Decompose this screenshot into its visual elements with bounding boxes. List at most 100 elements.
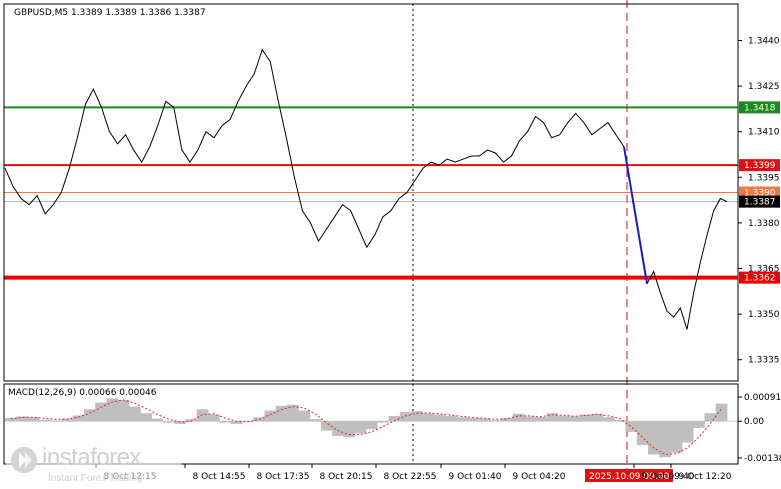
logo-mark-icon — [11, 447, 37, 473]
macd-bar — [523, 416, 536, 422]
y-tick-label: 1.3350 — [748, 310, 780, 320]
macd-bar — [377, 421, 389, 423]
macd-bar — [140, 413, 153, 422]
instaforex-logo: instaforex Instant Forex Trading — [6, 442, 181, 486]
y-tick-label: 1.3395 — [748, 173, 780, 183]
macd-bar — [219, 421, 232, 423]
macd-bar — [83, 409, 96, 422]
x-tick-label: 9 Oct 04:20 — [513, 472, 566, 482]
macd-bar — [535, 416, 547, 422]
macd-bar — [433, 414, 446, 422]
macd-bar — [264, 410, 277, 422]
macd-bar — [366, 421, 378, 430]
macd-bar — [569, 416, 581, 422]
macd-bar — [501, 418, 514, 422]
level-tag — [739, 186, 780, 199]
macd-frame — [3, 383, 739, 465]
macd-signal-line — [10, 399, 722, 456]
y-tick-label: 1.3380 — [748, 219, 780, 229]
x-tick-label: 9 Oct 01:40 — [449, 472, 502, 482]
logo-tagline: Instant Forex Trading — [48, 473, 143, 484]
macd-bar — [422, 413, 435, 422]
macd-bar — [490, 420, 502, 422]
macd-bar — [287, 404, 299, 422]
x-tick-label: 9 Oct 12:20 — [679, 472, 732, 482]
price-line — [4, 48, 625, 249]
macd-bar — [320, 421, 333, 431]
macd-bar — [444, 415, 457, 422]
level-tag-label: 1.3362 — [744, 274, 776, 284]
macd-bar — [50, 420, 62, 422]
macd-bar — [27, 417, 40, 422]
level-tag-label: 1.3399 — [744, 161, 776, 171]
macd-bar — [715, 403, 728, 422]
macd-bar — [467, 418, 480, 422]
y-tick-label: 1.3365 — [748, 265, 780, 275]
macd-bar — [298, 410, 310, 422]
x-tick-label: 8 Oct 20:15 — [320, 472, 373, 482]
macd-bar — [174, 421, 186, 424]
macd-bar — [388, 415, 401, 422]
current-price-label: 1.3387 — [744, 198, 776, 208]
level-tag — [739, 271, 780, 284]
macd-bar — [185, 419, 198, 422]
y-tick-label: 1.3425 — [748, 82, 780, 92]
macd-bar — [230, 421, 243, 424]
macd-title: MACD(12,26,9) 0.00066 0.00046 — [8, 388, 157, 398]
macd-y-tick-label: 0.00091 — [744, 393, 781, 403]
macd-bar — [196, 409, 209, 422]
macd-bar — [625, 421, 638, 432]
macd-bar — [117, 399, 130, 422]
macd-bar — [16, 416, 28, 422]
macd-bar — [275, 405, 288, 422]
macd-bar — [648, 421, 660, 455]
main-frame — [3, 3, 739, 382]
macd-bar — [681, 421, 694, 443]
macd-bar — [38, 419, 51, 422]
macd-bar — [309, 419, 322, 422]
level-tag-label: 1.3418 — [744, 103, 776, 113]
macd-y-tick-label: -0.00138 — [744, 454, 781, 464]
macd-bar — [704, 413, 717, 422]
macd-bar — [478, 418, 491, 422]
x-tick-label: 9 Oct 09:40 — [642, 472, 695, 482]
y-tick-label: 1.3335 — [748, 356, 780, 366]
macd-bar — [602, 417, 615, 422]
macd-y-tick-label: 0.00 — [744, 417, 764, 427]
macd-bar — [72, 415, 85, 422]
projected-move-line — [623, 146, 648, 284]
macd-bar — [670, 421, 683, 453]
x-tick-label: 8 Oct 17:35 — [257, 472, 310, 482]
macd-bar — [636, 421, 649, 446]
macd-bar — [456, 417, 468, 422]
level-tag — [739, 101, 780, 114]
x-tick-label: 8 Oct 14:55 — [193, 472, 246, 482]
macd-bar — [580, 414, 593, 422]
news-time-label: 2025.10.09 09:00 — [589, 472, 670, 482]
macd-bar — [591, 413, 604, 422]
macd-bar — [129, 406, 141, 422]
symbol-header: GBPUSD,M5 1.3389 1.3389 1.3386 1.3387 — [14, 8, 206, 18]
macd-bar — [61, 418, 74, 422]
macd-bar — [208, 414, 220, 422]
logo-name: instaforex — [42, 444, 142, 471]
macd-bar — [659, 421, 671, 458]
macd-bar — [106, 398, 119, 422]
macd-bar — [354, 421, 367, 434]
y-tick-label: 1.3440 — [748, 36, 780, 46]
macd-bar — [557, 415, 570, 422]
current-price-tag — [739, 195, 780, 208]
macd-bar — [343, 421, 356, 438]
x-tick-label: 8 Oct 22:55 — [384, 472, 437, 482]
level-tag — [739, 159, 780, 172]
news-time-tag — [585, 469, 673, 482]
level-tag-label: 1.3390 — [744, 189, 776, 199]
macd-bar — [693, 421, 705, 428]
macd-bar — [5, 418, 17, 422]
price-line-after — [646, 197, 728, 330]
macd-bar — [399, 411, 412, 422]
macd-bar — [512, 413, 525, 422]
macd-bar — [546, 413, 559, 422]
macd-bar — [95, 402, 107, 422]
